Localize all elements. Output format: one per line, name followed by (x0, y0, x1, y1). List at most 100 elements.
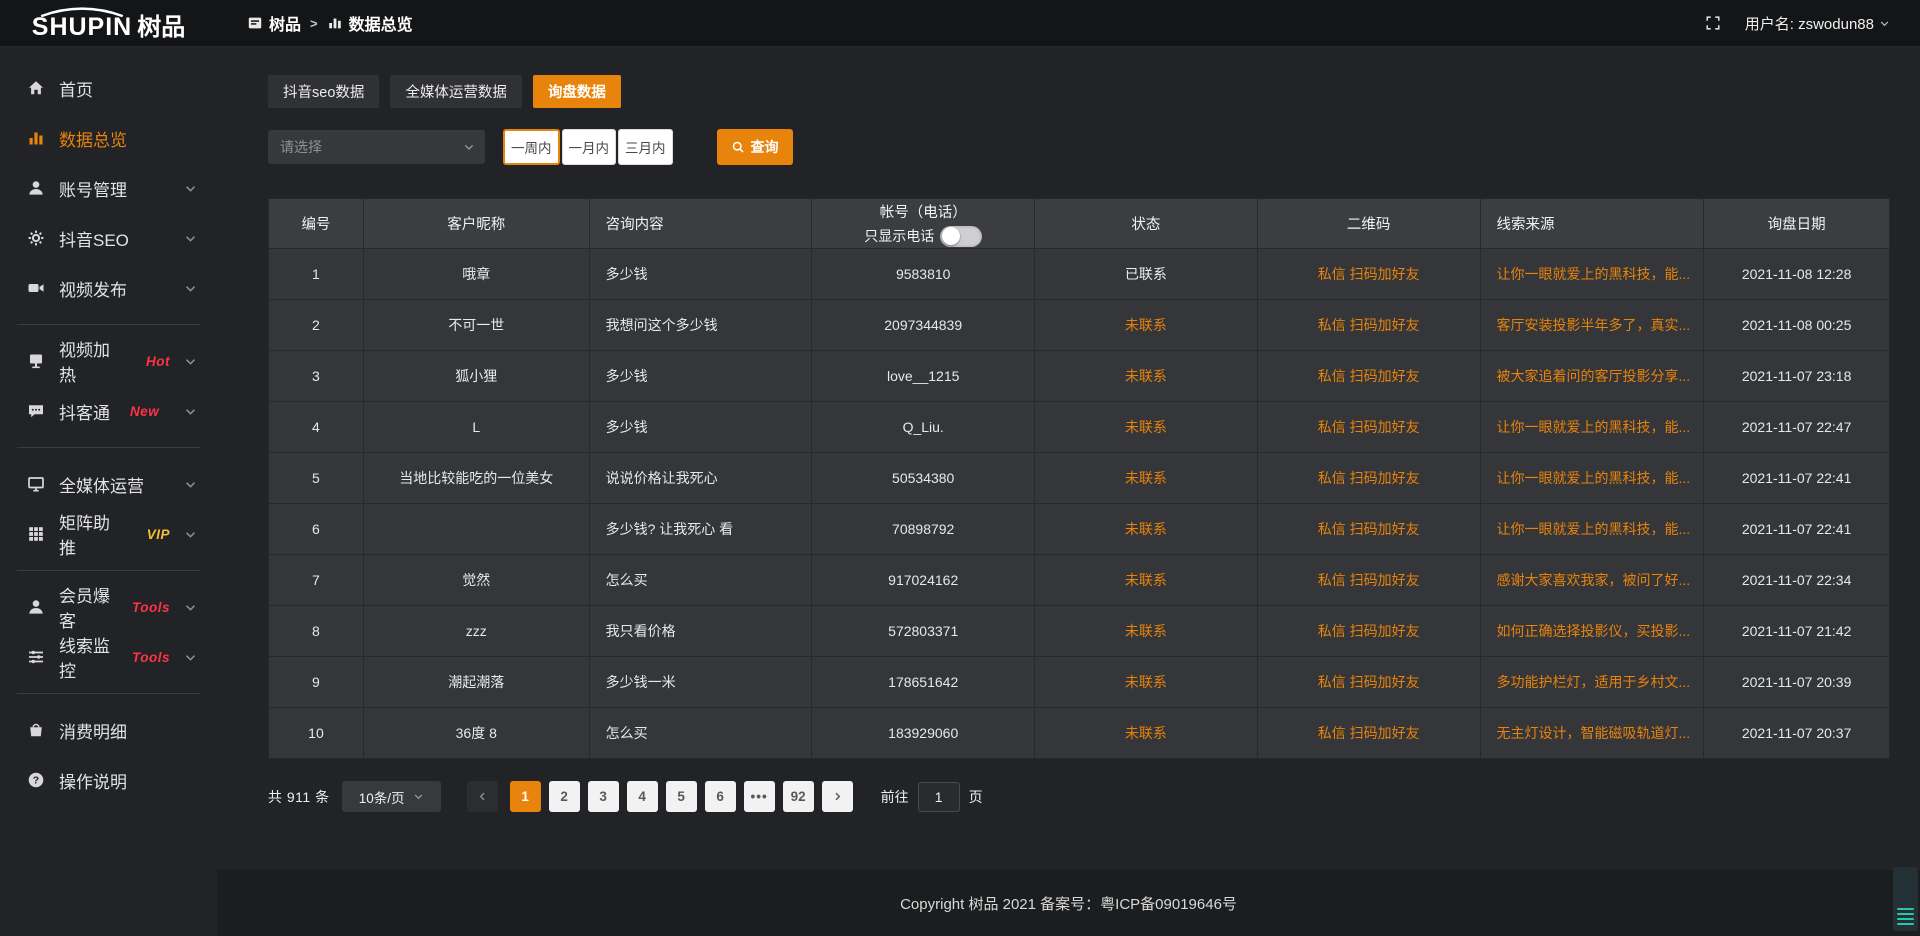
cell-status: 未联系 (1035, 555, 1258, 606)
cell-source-link[interactable]: 客厅安装投影半年多了，真实... (1480, 300, 1705, 351)
column-header-qrcode: 二维码 (1257, 199, 1481, 249)
column-header-account: 帐号（电话） 只显示电话 (812, 199, 1036, 249)
cell-source-link[interactable]: 被大家追着问的客厅投影分享... (1480, 351, 1705, 402)
cell-account: Q_Liu. (812, 402, 1036, 453)
cell-source-link[interactable]: 多功能护栏灯，适用于乡村文... (1480, 657, 1705, 708)
column-header-account-label: 帐号（电话） (879, 204, 967, 221)
table-body: 1 哦章 多少钱 9583810 已联系 私信 扫码加好友 让你一眼就爱上的黑科技，能...… (269, 249, 1889, 759)
pagination-total: 共 911 条 (268, 788, 330, 805)
phone-only-toggle[interactable] (940, 225, 983, 247)
sidebar-item-consumption-detail[interactable]: 消费明细 (0, 705, 217, 755)
cell-qrcode-link[interactable]: 私信 扫码加好友 (1257, 657, 1481, 708)
sidebar-item-label: 矩阵助推 (59, 514, 110, 558)
video-icon (27, 279, 45, 297)
sidebar-item-badge: New (130, 403, 160, 419)
cell-account: love__1215 (812, 351, 1036, 402)
cell-source-link[interactable]: 让你一眼就爱上的黑科技，能... (1480, 504, 1705, 555)
page-size-select[interactable]: 10条/页 (341, 781, 441, 812)
search-button[interactable]: 查询 (716, 129, 793, 165)
screen-icon (27, 352, 45, 370)
page-ellipsis-button[interactable]: ••• (743, 781, 775, 812)
cell-date: 2021-11-08 12:28 (1704, 249, 1889, 300)
page-button-5[interactable]: 5 (665, 781, 697, 812)
goto-page-input[interactable] (917, 781, 960, 812)
cell-date: 2021-11-07 20:37 (1704, 708, 1889, 759)
cell-source-link[interactable]: 如何正确选择投影仪，买投影... (1480, 606, 1705, 657)
sidebar-item-operation-guide[interactable]: ? 操作说明 (0, 755, 217, 805)
cell-status: 未联系 (1035, 504, 1258, 555)
cell-source-link[interactable]: 感谢大家喜欢我家，被问了好... (1480, 555, 1705, 606)
cell-source-link[interactable]: 让你一眼就爱上的黑科技，能... (1480, 402, 1705, 453)
cell-qrcode-link[interactable]: 私信 扫码加好友 (1257, 555, 1481, 606)
phone-toggle-label: 只显示电话 (864, 228, 935, 244)
breadcrumb-item-shupin[interactable]: 树品 (247, 11, 301, 35)
page-button-92[interactable]: 92 (782, 781, 814, 812)
sidebar-item-video-publish[interactable]: 视频发布 (0, 263, 217, 313)
sidebar-divider (17, 693, 200, 694)
table-row: 2 不可一世 我想问这个多少钱 2097344839 未联系 私信 扫码加好友 客厅安装投影… (269, 300, 1889, 351)
sidebar-item-matrix-boost[interactable]: 矩阵助推 VIP (0, 509, 217, 559)
inquiry-table: 编号 客户昵称 咨询内容 帐号（电话） 只显示电话 状态 二维码 线索来源 询盘… (268, 198, 1890, 759)
chevron-down-icon (463, 141, 475, 153)
cell-date: 2021-11-07 22:34 (1704, 555, 1889, 606)
cell-qrcode-link[interactable]: 私信 扫码加好友 (1257, 708, 1481, 759)
cell-id: 10 (269, 708, 364, 759)
cell-qrcode-link[interactable]: 私信 扫码加好友 (1257, 453, 1481, 504)
page-button-2[interactable]: 2 (548, 781, 580, 812)
logo-text: SHUPIN (31, 13, 133, 41)
cell-source-link[interactable]: 让你一眼就爱上的黑科技，能... (1480, 249, 1705, 300)
prev-page-button[interactable] (466, 781, 498, 812)
tab-douyin-seo-data[interactable]: 抖音seo数据 (268, 75, 380, 108)
sidebar-divider (17, 570, 200, 571)
tab-inquiry-data[interactable]: 询盘数据 (532, 75, 621, 108)
cell-nickname: 潮起潮落 (363, 657, 590, 708)
table-row: 8 zzz 我只看价格 572803371 未联系 私信 扫码加好友 如何正确选择投影仪，买… (269, 606, 1889, 657)
cell-qrcode-link[interactable]: 私信 扫码加好友 (1257, 606, 1481, 657)
cell-account: 9583810 (812, 249, 1036, 300)
page-button-3[interactable]: 3 (587, 781, 619, 812)
cell-qrcode-link[interactable]: 私信 扫码加好友 (1257, 300, 1481, 351)
sidebar-item-douyin-seo[interactable]: 抖音SEO (0, 213, 217, 263)
cell-source-link[interactable]: 让你一眼就爱上的黑科技，能... (1480, 453, 1705, 504)
cell-qrcode-link[interactable]: 私信 扫码加好友 (1257, 504, 1481, 555)
sidebar-item-omnimedia-operation[interactable]: 全媒体运营 (0, 459, 217, 509)
range-button-0[interactable]: 一周内 (503, 129, 560, 165)
sidebar-item-label: 抖音SEO (59, 230, 129, 250)
sidebar-item-lead-monitor[interactable]: 线索监控 Tools (0, 632, 217, 682)
cell-nickname: 狐小狸 (363, 351, 590, 402)
cell-source-link[interactable]: 无主灯设计，智能磁吸轨道灯... (1480, 708, 1705, 759)
breadcrumb-item-data-overview[interactable]: 数据总览 (327, 11, 413, 35)
sliders-icon (27, 648, 45, 666)
sidebar-item-video-heating[interactable]: 视频加热 Hot (0, 336, 217, 386)
cell-qrcode-link[interactable]: 私信 扫码加好友 (1257, 351, 1481, 402)
cell-nickname (363, 504, 590, 555)
page-button-4[interactable]: 4 (626, 781, 658, 812)
sidebar-item-label: 视频发布 (59, 280, 127, 300)
user-menu[interactable]: 用户名: zswodun88 (1745, 13, 1890, 34)
sidebar-item-member-baoke[interactable]: 会员爆客 Tools (0, 582, 217, 632)
page-button-6[interactable]: 6 (704, 781, 736, 812)
sidebar-item-account-management[interactable]: 账号管理 (0, 163, 217, 213)
cell-account: 572803371 (812, 606, 1036, 657)
range-button-2[interactable]: 三月内 (618, 129, 673, 165)
tab-omnimedia-data[interactable]: 全媒体运营数据 (390, 75, 522, 108)
page-button-1[interactable]: 1 (509, 781, 541, 812)
sidebar-item-home[interactable]: 首页 (0, 63, 217, 113)
cell-status: 未联系 (1035, 657, 1258, 708)
fullscreen-icon[interactable] (1705, 15, 1721, 31)
sidebar-item-badge: Tools (132, 599, 170, 615)
sidebar-item-data-overview[interactable]: 数据总览 (0, 113, 217, 163)
copyright-text: Copyright 树品 2021 备案号：粤ICP备09019646号 (900, 895, 1237, 913)
breadcrumb-separator: > (310, 15, 318, 31)
sidebar-item-label: 全媒体运营 (59, 476, 144, 496)
filter-select[interactable]: 请选择 (268, 130, 485, 164)
next-page-button[interactable] (821, 781, 853, 812)
sidebar-item-label: 消费明细 (59, 722, 127, 742)
cell-qrcode-link[interactable]: 私信 扫码加好友 (1257, 402, 1481, 453)
range-button-1[interactable]: 一月内 (561, 129, 616, 165)
cell-qrcode-link[interactable]: 私信 扫码加好友 (1257, 249, 1481, 300)
cell-nickname: zzz (363, 606, 590, 657)
cell-status: 未联系 (1035, 708, 1258, 759)
sidebar-item-doukotong[interactable]: 抖客通 New (0, 386, 217, 436)
column-header-nickname: 客户昵称 (363, 199, 590, 249)
